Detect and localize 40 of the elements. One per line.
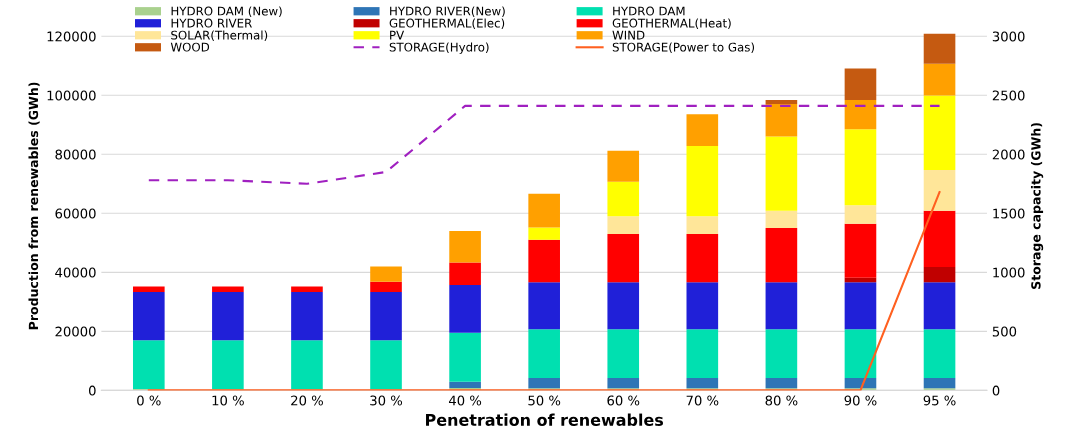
- y2-tick-label: 2500: [992, 90, 1025, 101]
- x-tick-label: 50 %: [528, 395, 561, 406]
- y-tick-label: 0: [88, 385, 96, 396]
- x-tick-label: 20 %: [291, 395, 323, 406]
- y-tick-label: 40000: [55, 267, 96, 278]
- y2-tick-label: 2000: [992, 149, 1025, 160]
- y-tick-label: 60000: [55, 208, 96, 219]
- y2-tick-label: 1000: [993, 267, 1025, 278]
- x-tick-label: 60 %: [607, 395, 640, 406]
- x-tick-label: 10 %: [212, 395, 244, 406]
- y-tick-label: 100000: [47, 90, 96, 101]
- x-tick-label: 0 %: [137, 395, 161, 406]
- legend-label: HYDRO DAM: [613, 6, 685, 16]
- legend-label: SOLAR(Thermal): [171, 30, 268, 41]
- y-axis-title: Production from renewables (GWh): [28, 82, 40, 330]
- legend-label: GEOTHERMAL(Elec): [389, 18, 505, 29]
- y2-tick-label: 3000: [992, 31, 1025, 42]
- legend-label: GEOTHERMAL(Heat): [612, 18, 731, 29]
- y-tick-label: 20000: [55, 326, 96, 337]
- legend-label: PV: [390, 30, 405, 40]
- y-tick-label: 80000: [55, 149, 96, 160]
- legend-label: HYDRO RIVER: [171, 18, 252, 28]
- legend-label: WIND: [612, 30, 645, 40]
- x-tick-label: 95 %: [923, 395, 956, 406]
- legend-label: HYDRO DAM (New): [171, 6, 282, 17]
- y-tick-label: 120000: [47, 31, 96, 42]
- x-tick-label: 90 %: [844, 395, 877, 406]
- y2-axis-title: Storage capacity (GWh): [1030, 123, 1044, 289]
- x-tick-label: 80 %: [765, 395, 798, 406]
- legend-label: WOOD: [170, 42, 210, 52]
- x-axis-title: Penetration of renewables: [426, 413, 664, 426]
- legend-label: STORAGE(Power to Gas): [612, 42, 755, 53]
- y2-tick-label: 1500: [993, 208, 1025, 219]
- y2-tick-label: 0: [992, 385, 1000, 396]
- x-tick-label: 40 %: [448, 395, 482, 406]
- y2-tick-label: 500: [992, 326, 1017, 337]
- legend-label: HYDRO RIVER(New): [390, 6, 505, 17]
- legend-label: STORAGE(Hydro): [389, 42, 489, 54]
- x-tick-label: 30 %: [370, 395, 403, 406]
- x-tick-label: 70 %: [686, 395, 719, 406]
